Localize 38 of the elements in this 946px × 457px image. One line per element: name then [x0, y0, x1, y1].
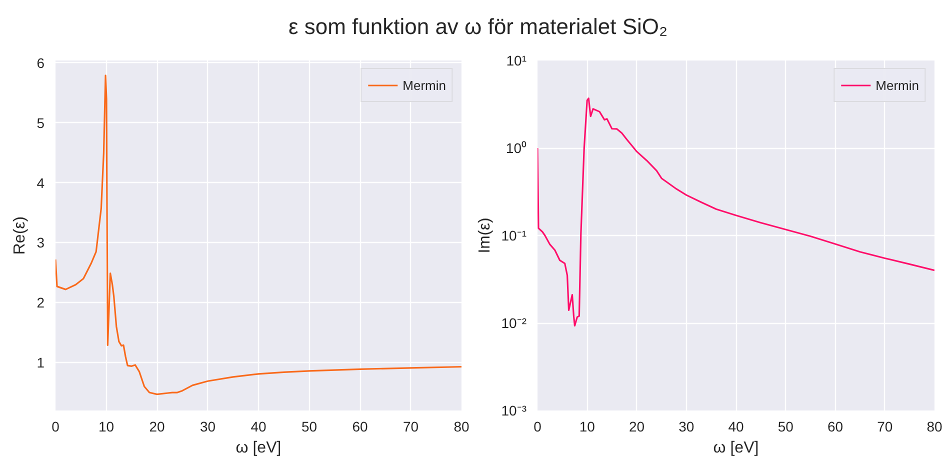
x-tick-label: 20 — [149, 418, 165, 434]
y-tick-label: 10⁻² — [501, 315, 527, 331]
y-tick-label: 10⁻¹ — [501, 228, 527, 244]
x-tick-label: 80 — [454, 418, 470, 434]
x-tick-label: 30 — [678, 418, 694, 434]
y-axis-title: Im(ε) — [476, 218, 494, 254]
y-axis-title: Re(ε) — [12, 216, 29, 255]
x-axis-title: ω [eV] — [713, 440, 759, 456]
x-tick-label: 60 — [352, 418, 368, 434]
x-tick-label: 20 — [628, 418, 645, 434]
x-tick-label: 50 — [778, 418, 794, 434]
y-tick-label: 2 — [36, 294, 45, 311]
legend-label: Mermin — [402, 78, 446, 92]
y-tick-label: 4 — [36, 174, 45, 191]
x-tick-label: 80 — [926, 418, 942, 434]
line-series — [56, 74, 462, 396]
x-tick-label: 60 — [827, 418, 844, 434]
y-tick-label: 5 — [36, 114, 45, 131]
x-tick-label: 10 — [579, 418, 596, 434]
y-tick-label: 3 — [36, 234, 45, 251]
x-tick-label: 40 — [250, 418, 266, 434]
y-tick-label: 1 — [36, 354, 45, 371]
line-series — [538, 97, 934, 327]
legend-label: Mermin — [876, 78, 919, 92]
y-tick-label: 10⁰ — [506, 140, 527, 156]
y-tick-label: 10⁻³ — [501, 402, 527, 418]
x-tick-label: 70 — [402, 418, 419, 434]
x-tick-label: 30 — [200, 418, 216, 434]
y-tick-label: 6 — [36, 54, 45, 71]
chart-title: ε som funktion av ω för materialet SiO₂ — [288, 13, 668, 41]
x-axis-title: ω [eV] — [236, 440, 282, 456]
x-tick-label: 0 — [52, 418, 60, 434]
x-tick-label: 50 — [301, 418, 318, 434]
x-tick-label: 40 — [728, 418, 744, 434]
x-tick-label: 10 — [98, 418, 114, 434]
y-tick-label: 10¹ — [506, 52, 527, 68]
x-tick-label: 0 — [534, 418, 542, 434]
x-tick-label: 70 — [877, 418, 893, 434]
